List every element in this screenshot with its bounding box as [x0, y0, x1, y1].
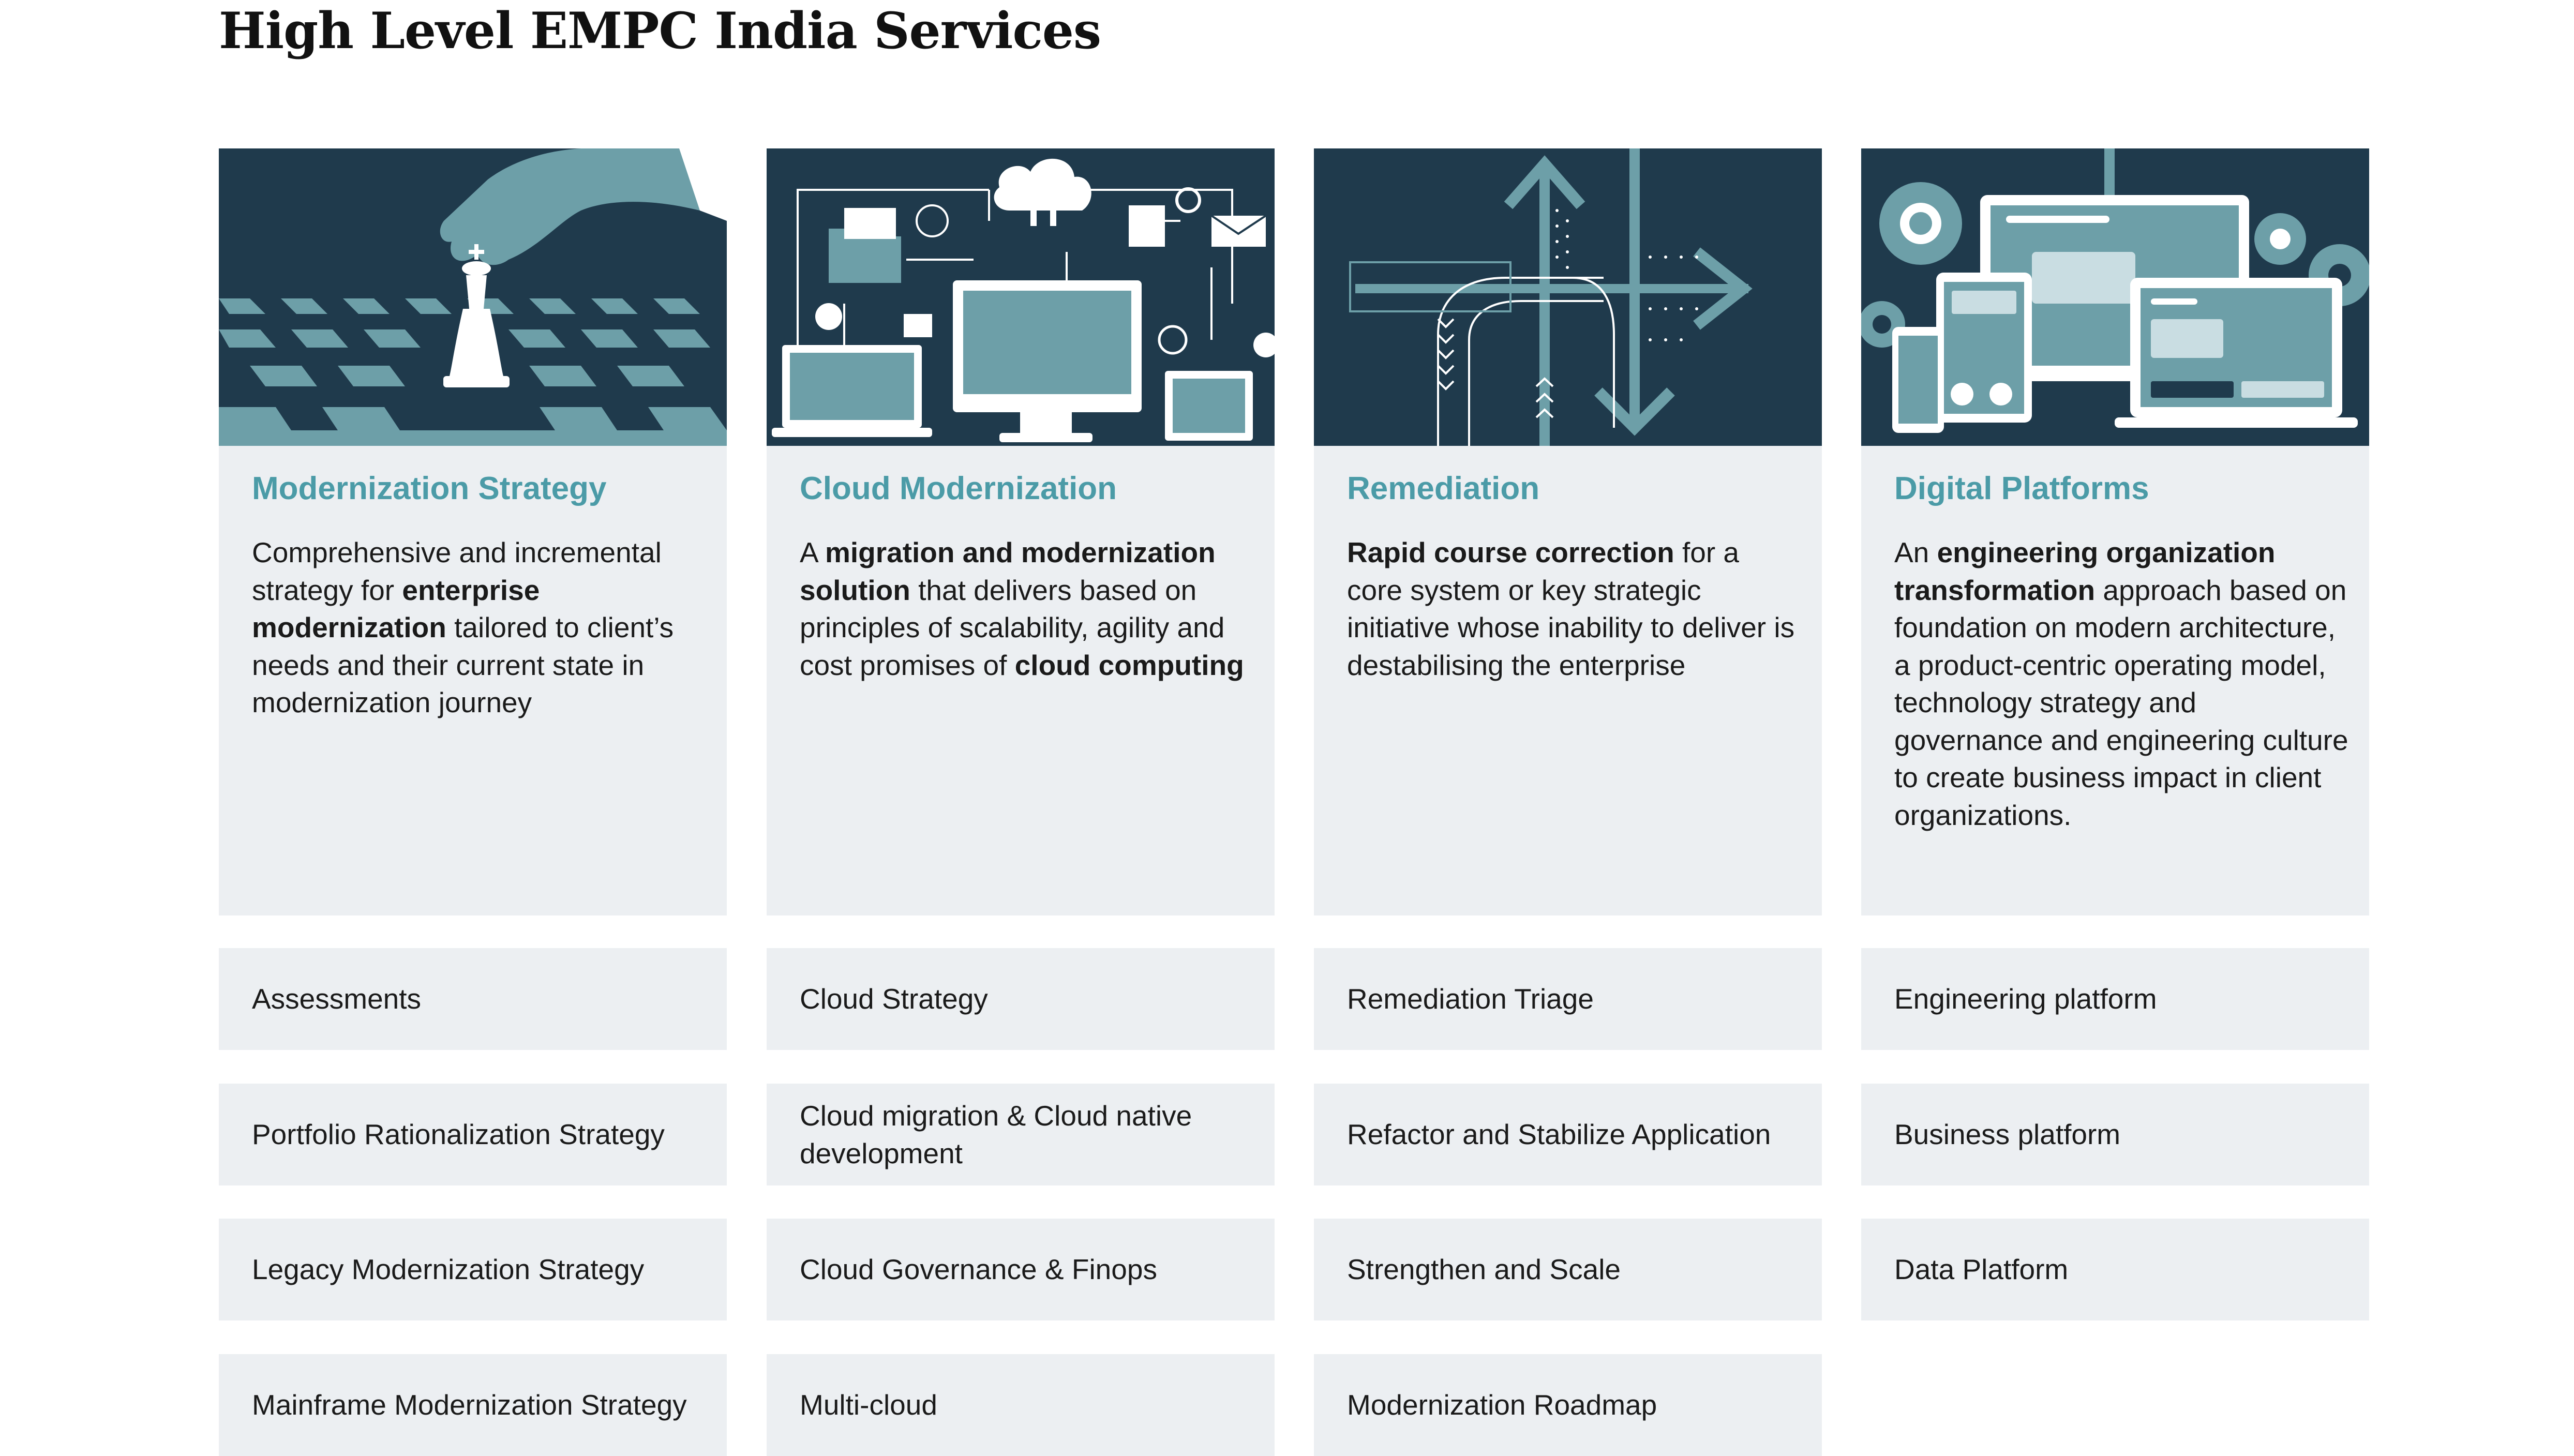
arrows-course-correction-icon — [1314, 148, 1822, 446]
page-title: High Level EMPC India Services — [219, 2, 1101, 60]
service-item-cloud-migration: Cloud migration & Cloud native developme… — [767, 1084, 1275, 1185]
service-item-engineering-platform: Engineering platform — [1861, 948, 2369, 1050]
service-item-cloud-strategy: Cloud Strategy — [767, 948, 1275, 1050]
service-card: Digital Platforms An engineering organiz… — [1861, 148, 2369, 915]
service-item-legacy-modernization: Legacy Modernization Strategy — [219, 1219, 727, 1320]
card-description: A migration and modernization solution t… — [800, 536, 1244, 681]
service-column-cloud-modernization: Cloud Modernization A migration and mode… — [767, 148, 1275, 1456]
service-item-business-platform: Business platform — [1861, 1084, 2369, 1185]
service-item-refactor-stabilize: Refactor and Stabilize Application — [1314, 1084, 1822, 1185]
chess-king-hand-icon — [219, 148, 727, 446]
service-card: Remediation Rapid course correction for … — [1314, 148, 1822, 915]
service-column-digital-platforms: Digital Platforms An engineering organiz… — [1861, 148, 2369, 1320]
card-title: Cloud Modernization — [800, 471, 1117, 506]
service-item-multi-cloud: Multi-cloud — [767, 1354, 1275, 1456]
service-item-portfolio-rationalization: Portfolio Rationalization Strategy — [219, 1084, 727, 1185]
service-item-modernization-roadmap: Modernization Roadmap — [1314, 1354, 1822, 1456]
service-column-remediation: Remediation Rapid course correction for … — [1314, 148, 1822, 1456]
card-title: Remediation — [1347, 471, 1540, 506]
service-column-modernization-strategy: Modernization Strategy Comprehensive and… — [219, 148, 727, 1456]
card-title: Digital Platforms — [1894, 471, 2149, 506]
service-item-data-platform: Data Platform — [1861, 1219, 2369, 1320]
service-item-mainframe-modernization: Mainframe Modernization Strategy — [219, 1354, 727, 1456]
card-description: Rapid course correction for a core syste… — [1347, 536, 1795, 681]
card-description: Comprehensive and incremental strategy f… — [252, 536, 674, 718]
service-card: Modernization Strategy Comprehensive and… — [219, 148, 727, 915]
devices-gears-icon — [1861, 148, 2369, 446]
service-item-remediation-triage: Remediation Triage — [1314, 948, 1822, 1050]
card-description: An engineering organization transformati… — [1894, 536, 2348, 831]
service-item-cloud-governance: Cloud Governance & Finops — [767, 1219, 1275, 1320]
cloud-network-icon — [767, 148, 1275, 446]
service-card: Cloud Modernization A migration and mode… — [767, 148, 1275, 915]
service-item-strengthen-scale: Strengthen and Scale — [1314, 1219, 1822, 1320]
service-item-assessments: Assessments — [219, 948, 727, 1050]
card-title: Modernization Strategy — [252, 471, 607, 506]
